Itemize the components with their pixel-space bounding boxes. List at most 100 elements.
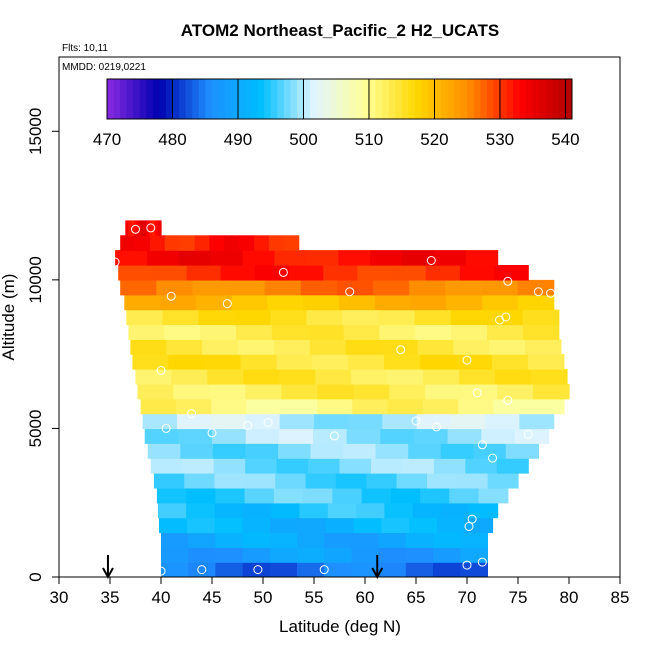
curtain-cell xyxy=(213,458,246,474)
curtain-cell xyxy=(180,443,214,459)
curtain-cell xyxy=(135,235,151,251)
curtain-cell xyxy=(166,339,203,355)
colorbar-tick-label: 530 xyxy=(486,130,514,149)
flights-note: Flts: 10,11 xyxy=(62,43,108,54)
colorbar-cell xyxy=(257,79,265,119)
curtain-cell xyxy=(188,562,216,577)
curtain-cell xyxy=(303,487,333,504)
sample-point xyxy=(426,256,436,265)
curtain-cell xyxy=(324,562,352,577)
curtain-cell xyxy=(414,428,449,444)
colorbar-cell xyxy=(513,79,521,119)
curtain-cell xyxy=(152,220,156,236)
curtain-cell xyxy=(317,383,354,400)
colorbar-cell xyxy=(427,79,435,119)
colorbar-tick-label: 540 xyxy=(551,130,579,149)
colorbar-cell xyxy=(526,79,534,119)
curtain-cell xyxy=(242,532,271,548)
colorbar-cell xyxy=(133,79,141,119)
curtain-cell xyxy=(493,398,530,415)
curtain-cell xyxy=(465,458,498,474)
curtain-cell xyxy=(125,220,129,236)
curtain-cell xyxy=(495,369,532,385)
curtain-cell xyxy=(156,487,187,504)
curtain-cell xyxy=(306,309,344,326)
curtain-cell xyxy=(212,428,247,444)
curtain-cell xyxy=(327,502,357,519)
curtain-cell xyxy=(234,309,271,326)
curtain-cell xyxy=(186,487,216,504)
colorbar-cell xyxy=(414,79,422,119)
colorbar-cell xyxy=(395,79,403,119)
curtain-cell xyxy=(202,339,239,355)
sample-point xyxy=(477,440,487,450)
dates-note: MMDD: 0219,0221 xyxy=(62,62,146,73)
curtain-cell xyxy=(159,517,188,534)
curtain-cell xyxy=(356,502,385,519)
curtain-cell xyxy=(405,547,434,563)
curtain-cell xyxy=(134,220,138,236)
curtain-cell xyxy=(130,339,167,355)
curtain-cell xyxy=(447,428,482,444)
curtain-cell xyxy=(173,383,211,400)
curtain-cell xyxy=(522,309,560,326)
curtain-cell xyxy=(533,383,570,400)
curtain-cell xyxy=(124,294,161,311)
colorbar-cell xyxy=(270,79,278,119)
curtain-cell xyxy=(149,220,153,236)
curtain-cell xyxy=(309,339,347,355)
curtain-cell xyxy=(297,562,325,577)
sample-point xyxy=(329,431,339,441)
curtain-cell xyxy=(458,398,494,415)
sample-point xyxy=(523,429,533,439)
curtain-cell xyxy=(273,339,311,355)
curtain-cell xyxy=(215,562,244,577)
curtain-cell xyxy=(517,294,555,311)
colorbar-cell xyxy=(467,79,475,119)
colorbar-cell xyxy=(237,79,246,119)
curtain-cell xyxy=(186,517,216,534)
curtain-cell xyxy=(485,413,521,430)
curtain-cell xyxy=(238,339,275,355)
curtain-cell xyxy=(440,443,474,459)
colorbar-cell xyxy=(480,79,488,119)
curtain-cell xyxy=(278,443,312,459)
curtain-cell xyxy=(281,398,318,415)
colorbar-cell xyxy=(388,79,396,119)
sample-point xyxy=(187,409,197,419)
curtain-cell xyxy=(348,354,385,370)
curtain-cell xyxy=(267,294,304,311)
curtain-cell xyxy=(120,235,136,251)
curtain-cell xyxy=(268,235,285,251)
curtain-cell xyxy=(312,354,349,370)
colorbar-cell xyxy=(539,79,547,119)
curtain-cell xyxy=(310,443,344,459)
colorbar-cell xyxy=(290,79,298,119)
curtain-cell xyxy=(324,532,352,548)
curtain-cell xyxy=(214,517,243,534)
curtain-cell xyxy=(441,502,470,519)
curtain-cell xyxy=(522,324,560,340)
curtain-cell xyxy=(242,502,272,519)
x-tick-label: 50 xyxy=(254,588,273,607)
curtain-cell xyxy=(271,502,301,519)
curtain-cell xyxy=(195,294,233,311)
curtain-cell xyxy=(204,354,241,370)
colorbar-cell xyxy=(565,79,573,119)
curtain-cell xyxy=(279,413,315,430)
curtain-cell xyxy=(461,383,498,400)
x-tick-label: 75 xyxy=(509,588,528,607)
curtain-cell xyxy=(531,369,568,385)
x-tick-label: 30 xyxy=(50,588,69,607)
curtain-cell xyxy=(410,294,447,311)
curtain-cell xyxy=(231,294,268,311)
curtain-cell xyxy=(433,458,466,474)
curtain-cell xyxy=(412,502,442,519)
curtain-cell xyxy=(279,428,314,444)
curtain-cell xyxy=(325,517,355,534)
curtain-cell xyxy=(379,324,416,340)
sample-point xyxy=(131,224,140,234)
curtain-cell xyxy=(275,473,307,489)
colorbar-cell xyxy=(146,79,154,119)
curtain-cell xyxy=(527,354,565,370)
